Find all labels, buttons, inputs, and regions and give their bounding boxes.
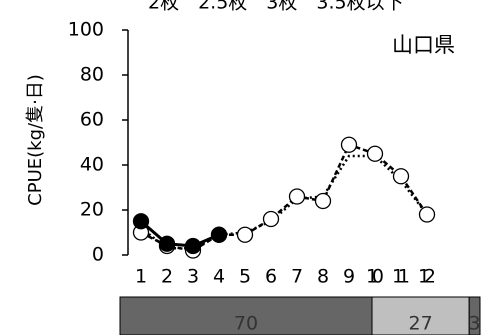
share-label: 70 — [234, 313, 258, 335]
series-line — [140, 143, 429, 252]
x-tick-label: 4 — [213, 266, 225, 288]
share-label: 27 — [409, 313, 433, 335]
share-segment — [468, 296, 481, 335]
point — [392, 168, 410, 185]
x-tick-label: 6 — [265, 266, 277, 288]
x-tick-label: 1 — [135, 266, 147, 288]
y-axis-label: CPUE(kg/隻·日) — [25, 74, 46, 206]
series-line — [140, 154, 428, 250]
y-tick-label: 100 — [68, 19, 104, 41]
point — [158, 235, 176, 252]
x-tick-label: 9 — [343, 266, 355, 288]
x-tick-label: 3 — [187, 266, 199, 288]
point — [314, 192, 332, 210]
share-segment — [119, 296, 373, 335]
top-caption: 2枚 2.5枚 3枚 3.5枚以下 — [148, 0, 404, 14]
y-tick-label: 40 — [80, 154, 104, 176]
annotation: 山口県 — [392, 33, 455, 57]
x-tick-label: 12 — [418, 266, 436, 288]
series-line — [140, 220, 220, 248]
share-label: 3 — [469, 313, 481, 335]
point — [418, 206, 436, 223]
point — [340, 136, 358, 153]
point — [236, 226, 254, 243]
y-tick-label: 20 — [80, 199, 104, 221]
y-tick-label: 60 — [80, 109, 104, 131]
point — [132, 213, 150, 230]
y-tick-label: 80 — [80, 64, 104, 86]
x-tick-label: 5 — [239, 266, 251, 288]
point — [210, 226, 228, 243]
point — [366, 145, 384, 162]
x-tick-label: 2 — [161, 266, 173, 288]
x-tick-label: 7 — [291, 266, 303, 288]
point — [262, 210, 280, 228]
share-segment — [371, 296, 470, 335]
x-tick-label: 11 — [392, 266, 410, 288]
x-tick-label: 8 — [317, 266, 329, 288]
x-tick-label: 10 — [366, 266, 384, 288]
point — [288, 188, 306, 205]
point — [184, 237, 202, 255]
y-tick-label: 0 — [92, 244, 104, 266]
